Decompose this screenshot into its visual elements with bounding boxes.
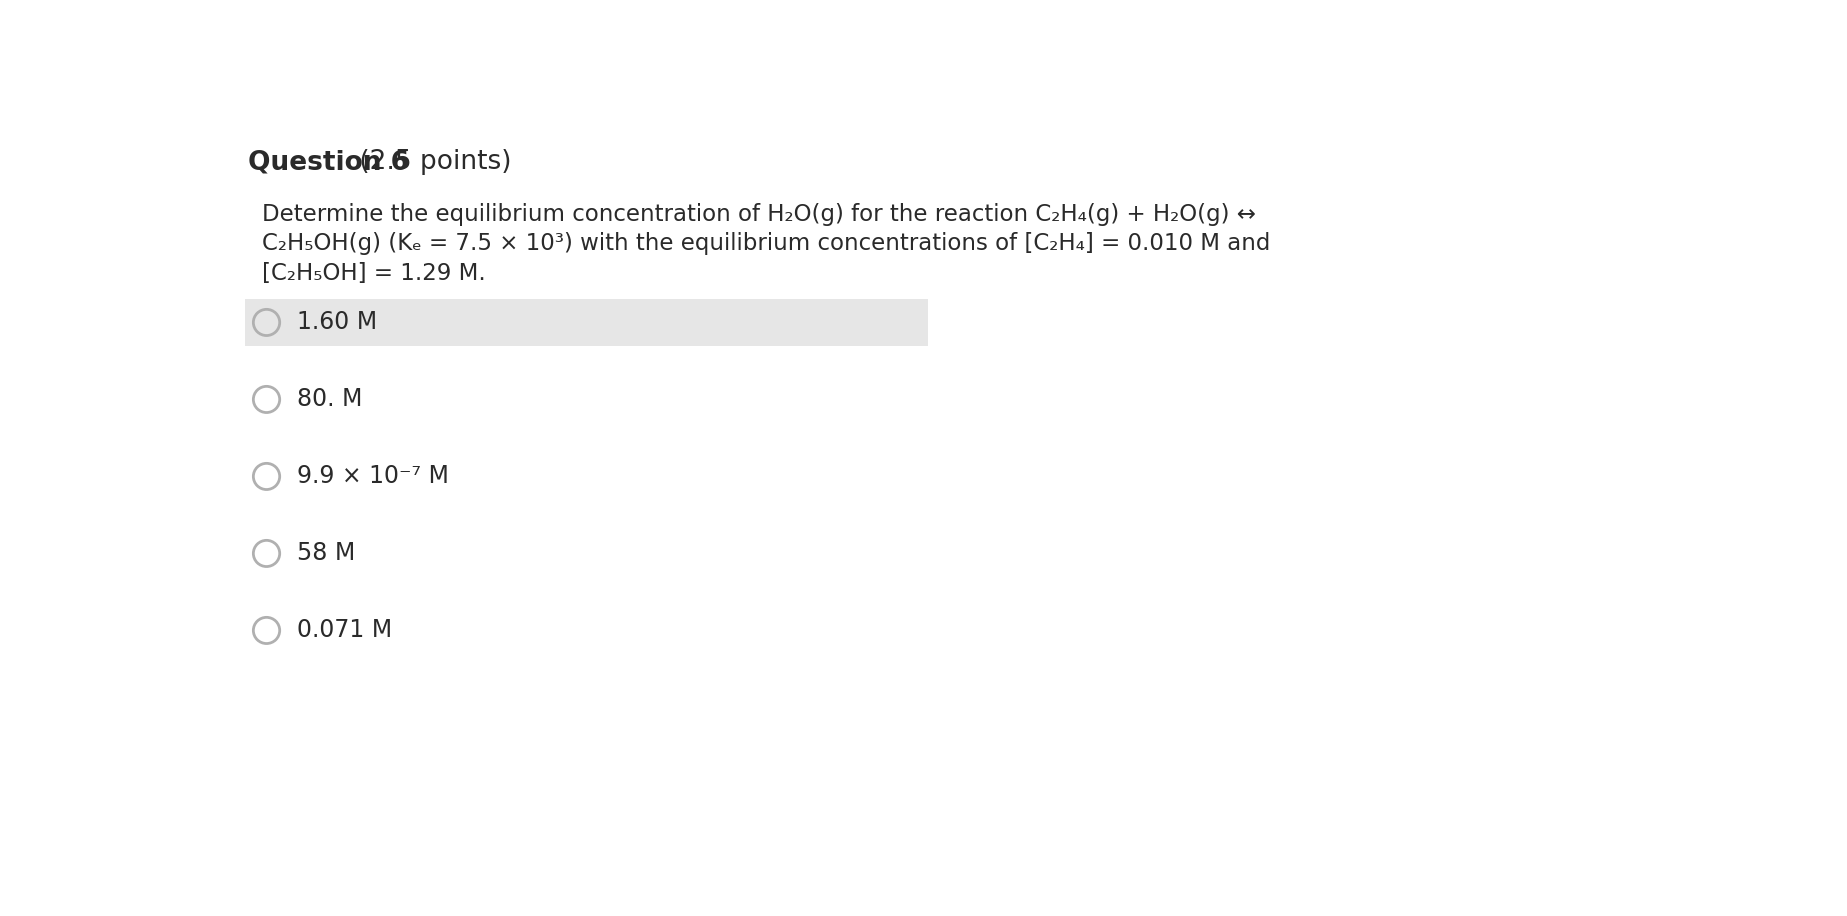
Text: 58 M: 58 M — [297, 541, 355, 565]
Text: 0.071 M: 0.071 M — [297, 618, 392, 642]
Text: Question 6: Question 6 — [247, 149, 408, 175]
Text: 1.60 M: 1.60 M — [297, 311, 377, 334]
Text: [C₂H₅OH] = 1.29 M.: [C₂H₅OH] = 1.29 M. — [262, 262, 486, 285]
FancyBboxPatch shape — [246, 299, 929, 346]
Text: Determine the equilibrium concentration of H₂O(g) for the reaction C₂H₄(g) + H₂O: Determine the equilibrium concentration … — [262, 203, 1256, 226]
Text: C₂H₅OH(g) (Kₑ = 7.5 × 10³) with the equilibrium concentrations of [C₂H₄] = 0.010: C₂H₅OH(g) (Kₑ = 7.5 × 10³) with the equi… — [262, 233, 1271, 256]
Text: 80. M: 80. M — [297, 387, 362, 411]
Text: 9.9 × 10⁻⁷ M: 9.9 × 10⁻⁷ M — [297, 464, 449, 488]
Text: (2.5 points): (2.5 points) — [351, 149, 512, 175]
